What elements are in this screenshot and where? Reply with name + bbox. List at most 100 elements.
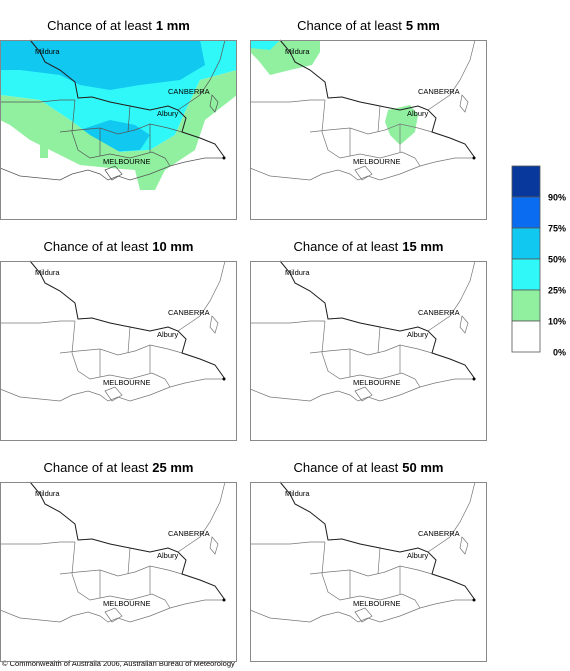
title-amount: 50 mm	[402, 460, 443, 475]
boundary	[321, 99, 421, 167]
boundary	[209, 94, 219, 113]
city-dot	[472, 156, 476, 160]
boundary	[71, 320, 171, 388]
title-prefix: Chance of at least	[294, 239, 399, 254]
boundary	[309, 123, 433, 135]
legend-label: 25%	[548, 285, 566, 295]
boundary	[0, 541, 75, 545]
boundary	[349, 326, 401, 377]
place-label: Albury	[407, 109, 429, 118]
title-amount: 25 mm	[152, 460, 193, 475]
map-frame	[0, 40, 237, 220]
boundary	[459, 94, 469, 113]
title-prefix: Chance of at least	[297, 18, 402, 33]
river	[29, 260, 226, 380]
map-frame	[250, 482, 487, 662]
boundary	[321, 320, 421, 388]
place-label: MELBOURNE	[103, 157, 151, 166]
legend-label: 75%	[548, 223, 566, 233]
place-label: Albury	[157, 551, 179, 560]
boundary	[29, 481, 226, 601]
river	[279, 39, 476, 159]
place-label: Albury	[407, 551, 429, 560]
place-label: Mildura	[35, 47, 60, 56]
map-panel: Mildura CANBERRA Albury MELBOURNE	[249, 260, 487, 441]
rain-area	[250, 40, 280, 50]
map-panel: Mildura CANBERRA Albury MELBOURNE	[249, 39, 487, 220]
legend: 90% 75% 50% 25% 10% 0%	[511, 165, 566, 357]
map-frame	[250, 40, 487, 220]
city-dot	[222, 156, 226, 160]
boundary	[0, 320, 75, 324]
boundary	[250, 320, 325, 324]
boundary	[250, 541, 325, 545]
boundary	[459, 536, 469, 555]
boundary	[354, 386, 373, 402]
city-dot	[472, 377, 476, 381]
rain-area	[385, 105, 418, 145]
place-label: MELBOURNE	[353, 378, 401, 387]
boundary	[177, 260, 226, 332]
title-prefix: Chance of at least	[44, 239, 149, 254]
river	[29, 481, 226, 601]
boundary	[99, 105, 151, 156]
boundary	[59, 565, 183, 577]
boundary	[354, 607, 373, 623]
boundary	[349, 105, 401, 156]
place-label: MELBOURNE	[353, 157, 401, 166]
legend-label: 0%	[553, 347, 566, 357]
legend-label: 50%	[548, 254, 566, 264]
boundary	[279, 260, 476, 380]
legend-swatch	[511, 289, 541, 322]
boundary	[349, 547, 401, 598]
boundary	[427, 260, 476, 332]
title-amount: 15 mm	[402, 239, 443, 254]
title-amount: 5 mm	[406, 18, 440, 33]
legend-label: 90%	[548, 192, 566, 202]
boundary	[0, 99, 75, 103]
boundary	[250, 99, 325, 103]
panel-title: Chance of at least 10 mm	[44, 239, 194, 254]
boundary	[279, 481, 476, 601]
title-amount: 10 mm	[152, 239, 193, 254]
boundary	[209, 536, 219, 555]
boundary	[29, 260, 226, 380]
river	[29, 39, 226, 159]
boundary	[249, 378, 475, 402]
panel-title: Chance of at least 15 mm	[294, 239, 444, 254]
boundary	[59, 123, 183, 135]
place-label: Mildura	[285, 268, 310, 277]
boundary	[459, 315, 469, 334]
boundary	[71, 541, 171, 609]
place-label: CANBERRA	[168, 87, 210, 96]
map-frame	[0, 261, 237, 441]
city-dot	[472, 598, 476, 602]
rain-area	[0, 40, 205, 90]
panel-title: Chance of at least 5 mm	[297, 18, 440, 33]
boundary	[59, 344, 183, 356]
copyright: © Commonwealth of Australia 2006, Austra…	[2, 659, 235, 668]
map-frame	[0, 482, 237, 662]
legend-swatch	[511, 196, 541, 229]
boundary	[99, 547, 151, 598]
legend-swatch	[511, 165, 541, 198]
boundary	[104, 386, 123, 402]
place-label: MELBOURNE	[103, 599, 151, 608]
rain-area	[40, 145, 48, 158]
boundary	[427, 481, 476, 553]
panel-title: Chance of at least 1 mm	[47, 18, 190, 33]
place-label: CANBERRA	[418, 308, 460, 317]
legend-swatch	[511, 258, 541, 291]
boundary	[0, 599, 225, 623]
boundary	[99, 326, 151, 377]
river	[279, 260, 476, 380]
boundary	[0, 157, 225, 181]
boundary	[249, 157, 475, 181]
place-label: CANBERRA	[418, 87, 460, 96]
map-frame	[250, 261, 487, 441]
place-label: Albury	[157, 109, 179, 118]
place-label: Albury	[157, 330, 179, 339]
title-prefix: Chance of at least	[47, 18, 152, 33]
rain-area	[0, 70, 237, 190]
